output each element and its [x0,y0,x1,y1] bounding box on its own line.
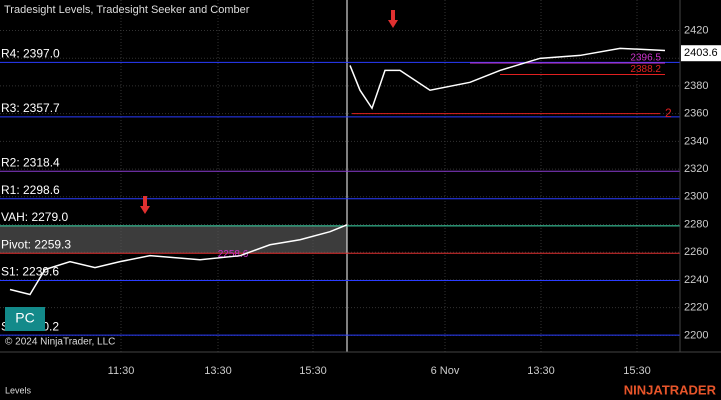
badge-label[interactable]: PC [15,310,34,326]
level-label: Pivot: 2259.3 [1,237,71,251]
level-label: R4: 2397.0 [1,47,60,61]
value-area [0,225,347,254]
y-tick-label: 2420 [684,24,708,36]
x-tick-label: 6 Nov [431,365,460,377]
price-badge [681,45,721,62]
current-price: 2403.6 [684,47,718,59]
status-bar [0,382,721,400]
y-tick-label: 2300 [684,191,708,203]
x-tick-label: 13:30 [204,365,232,377]
badge[interactable] [5,307,45,331]
y-tick-label: 2260 [684,246,708,258]
price-line [9,47,666,296]
annotation: 2258.6 [218,249,249,260]
plot: R4: 2397.0 R3: 2357.7 R2: 2318.4 R1: 2298.6… [0,47,680,336]
x-tick-label: 15:30 [623,365,651,377]
brand: NINJATRADER [624,382,717,397]
arrow [388,10,398,28]
y-tick-label: 2220 [684,302,708,314]
tab[interactable]: Levels [5,385,32,395]
y-tick-label: 2280 [684,218,708,230]
x-tick-label: 15:30 [299,365,327,377]
segment-label: 2388.2 [630,64,661,75]
segment-label: 2396.5 [630,53,661,64]
level-label: S1: 2239.6 [1,265,59,279]
segment-label: 2 [665,106,672,120]
level-label: VAH: 2279.0 [1,210,68,224]
x-tick-label: 11:30 [108,365,135,377]
x-tick-label: 13:30 [527,365,555,377]
y-tick-label: 2340 [684,135,708,147]
copyright: © 2024 NinjaTrader, LLC [5,337,115,348]
y-tick-label: 2320 [684,163,708,175]
y-tick-label: 2200 [684,329,708,341]
level-label: R2: 2318.4 [1,155,60,169]
y-tick-label: 2380 [684,80,708,92]
y-tick-label: 2360 [684,108,708,120]
y-tick-label: 2240 [684,274,708,286]
level-label: R1: 2298.6 [1,183,60,197]
arrow [140,196,150,214]
chart-title: Tradesight Levels, Tradesight Seeker and… [4,4,250,16]
level-label: R3: 2357.7 [1,101,60,115]
